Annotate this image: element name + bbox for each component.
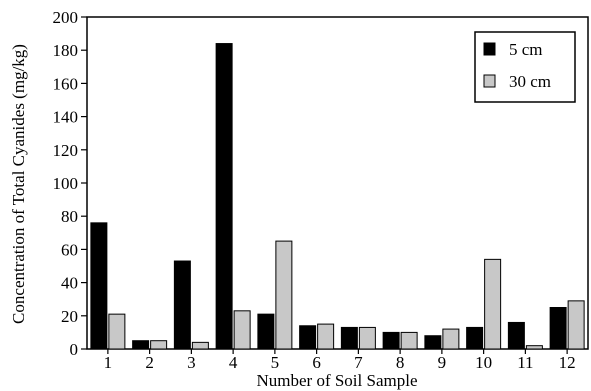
bar-30cm-sample-12 xyxy=(567,300,585,350)
x-tick-label: 5 xyxy=(271,353,280,372)
bar-30cm-sample-1 xyxy=(108,313,126,350)
y-tick-label: 40 xyxy=(61,274,78,293)
legend-label-5cm: 5 cm xyxy=(509,40,543,59)
bar-5cm-sample-9 xyxy=(424,335,442,350)
x-tick-label: 9 xyxy=(438,353,447,372)
y-tick-label: 180 xyxy=(53,41,79,60)
x-tick-label: 2 xyxy=(145,353,154,372)
x-tick-label: 8 xyxy=(396,353,405,372)
y-axis: 0 20 40 60 80 100 120 140 160 180 200 xyxy=(53,8,87,359)
bar-5cm-sample-2 xyxy=(132,340,150,350)
x-tick-label: 4 xyxy=(229,353,238,372)
x-tick-label: 10 xyxy=(475,353,492,372)
x-axis: 1 2 3 4 5 6 7 8 9 10 11 12 xyxy=(104,349,576,372)
legend-swatch-5cm xyxy=(483,42,496,56)
y-tick-label: 0 xyxy=(70,340,79,359)
bar-30cm-sample-7 xyxy=(358,326,376,350)
bar-5cm-sample-11 xyxy=(507,321,525,350)
bar-5cm-sample-1 xyxy=(90,222,108,350)
bar-30cm-sample-10 xyxy=(484,258,502,350)
bars xyxy=(90,43,585,350)
legend-swatch-30cm xyxy=(483,74,496,88)
legend: 5 cm 30 cm xyxy=(474,31,576,103)
bar-5cm-sample-6 xyxy=(299,325,317,350)
bar-30cm-sample-8 xyxy=(400,331,418,350)
bar-5cm-sample-7 xyxy=(340,326,358,350)
bar-30cm-sample-4 xyxy=(233,310,251,350)
y-tick-label: 100 xyxy=(53,174,79,193)
bar-5cm-sample-10 xyxy=(466,326,484,350)
x-tick-label: 11 xyxy=(517,353,533,372)
y-tick-label: 140 xyxy=(53,108,79,127)
legend-label-30cm: 30 cm xyxy=(509,72,551,91)
bar-5cm-sample-3 xyxy=(173,260,191,350)
x-tick-label: 3 xyxy=(187,353,196,372)
y-tick-label: 60 xyxy=(61,240,78,259)
bar-5cm-sample-4 xyxy=(215,43,233,350)
bar-5cm-sample-5 xyxy=(257,313,275,350)
x-tick-label: 7 xyxy=(354,353,363,372)
y-tick-label: 120 xyxy=(53,141,79,160)
y-tick-label: 200 xyxy=(53,8,79,27)
y-tick-label: 160 xyxy=(53,74,79,93)
bar-30cm-sample-3 xyxy=(191,341,209,350)
x-axis-label: Number of Soil Sample xyxy=(256,371,417,390)
bar-30cm-sample-5 xyxy=(275,240,293,350)
bar-5cm-sample-8 xyxy=(382,331,400,350)
x-tick-label: 6 xyxy=(312,353,321,372)
bar-30cm-sample-6 xyxy=(317,323,335,350)
bar-30cm-sample-11 xyxy=(525,345,543,350)
x-tick-label: 1 xyxy=(104,353,113,372)
bar-30cm-sample-2 xyxy=(150,340,168,350)
y-tick-label: 20 xyxy=(61,307,78,326)
y-tick-label: 80 xyxy=(61,207,78,226)
y-axis-label: Concentration of Total Cyanides (mg/kg) xyxy=(9,44,28,324)
bar-5cm-sample-12 xyxy=(549,307,567,350)
bar-30cm-sample-9 xyxy=(442,328,460,350)
x-tick-label: 12 xyxy=(559,353,576,372)
